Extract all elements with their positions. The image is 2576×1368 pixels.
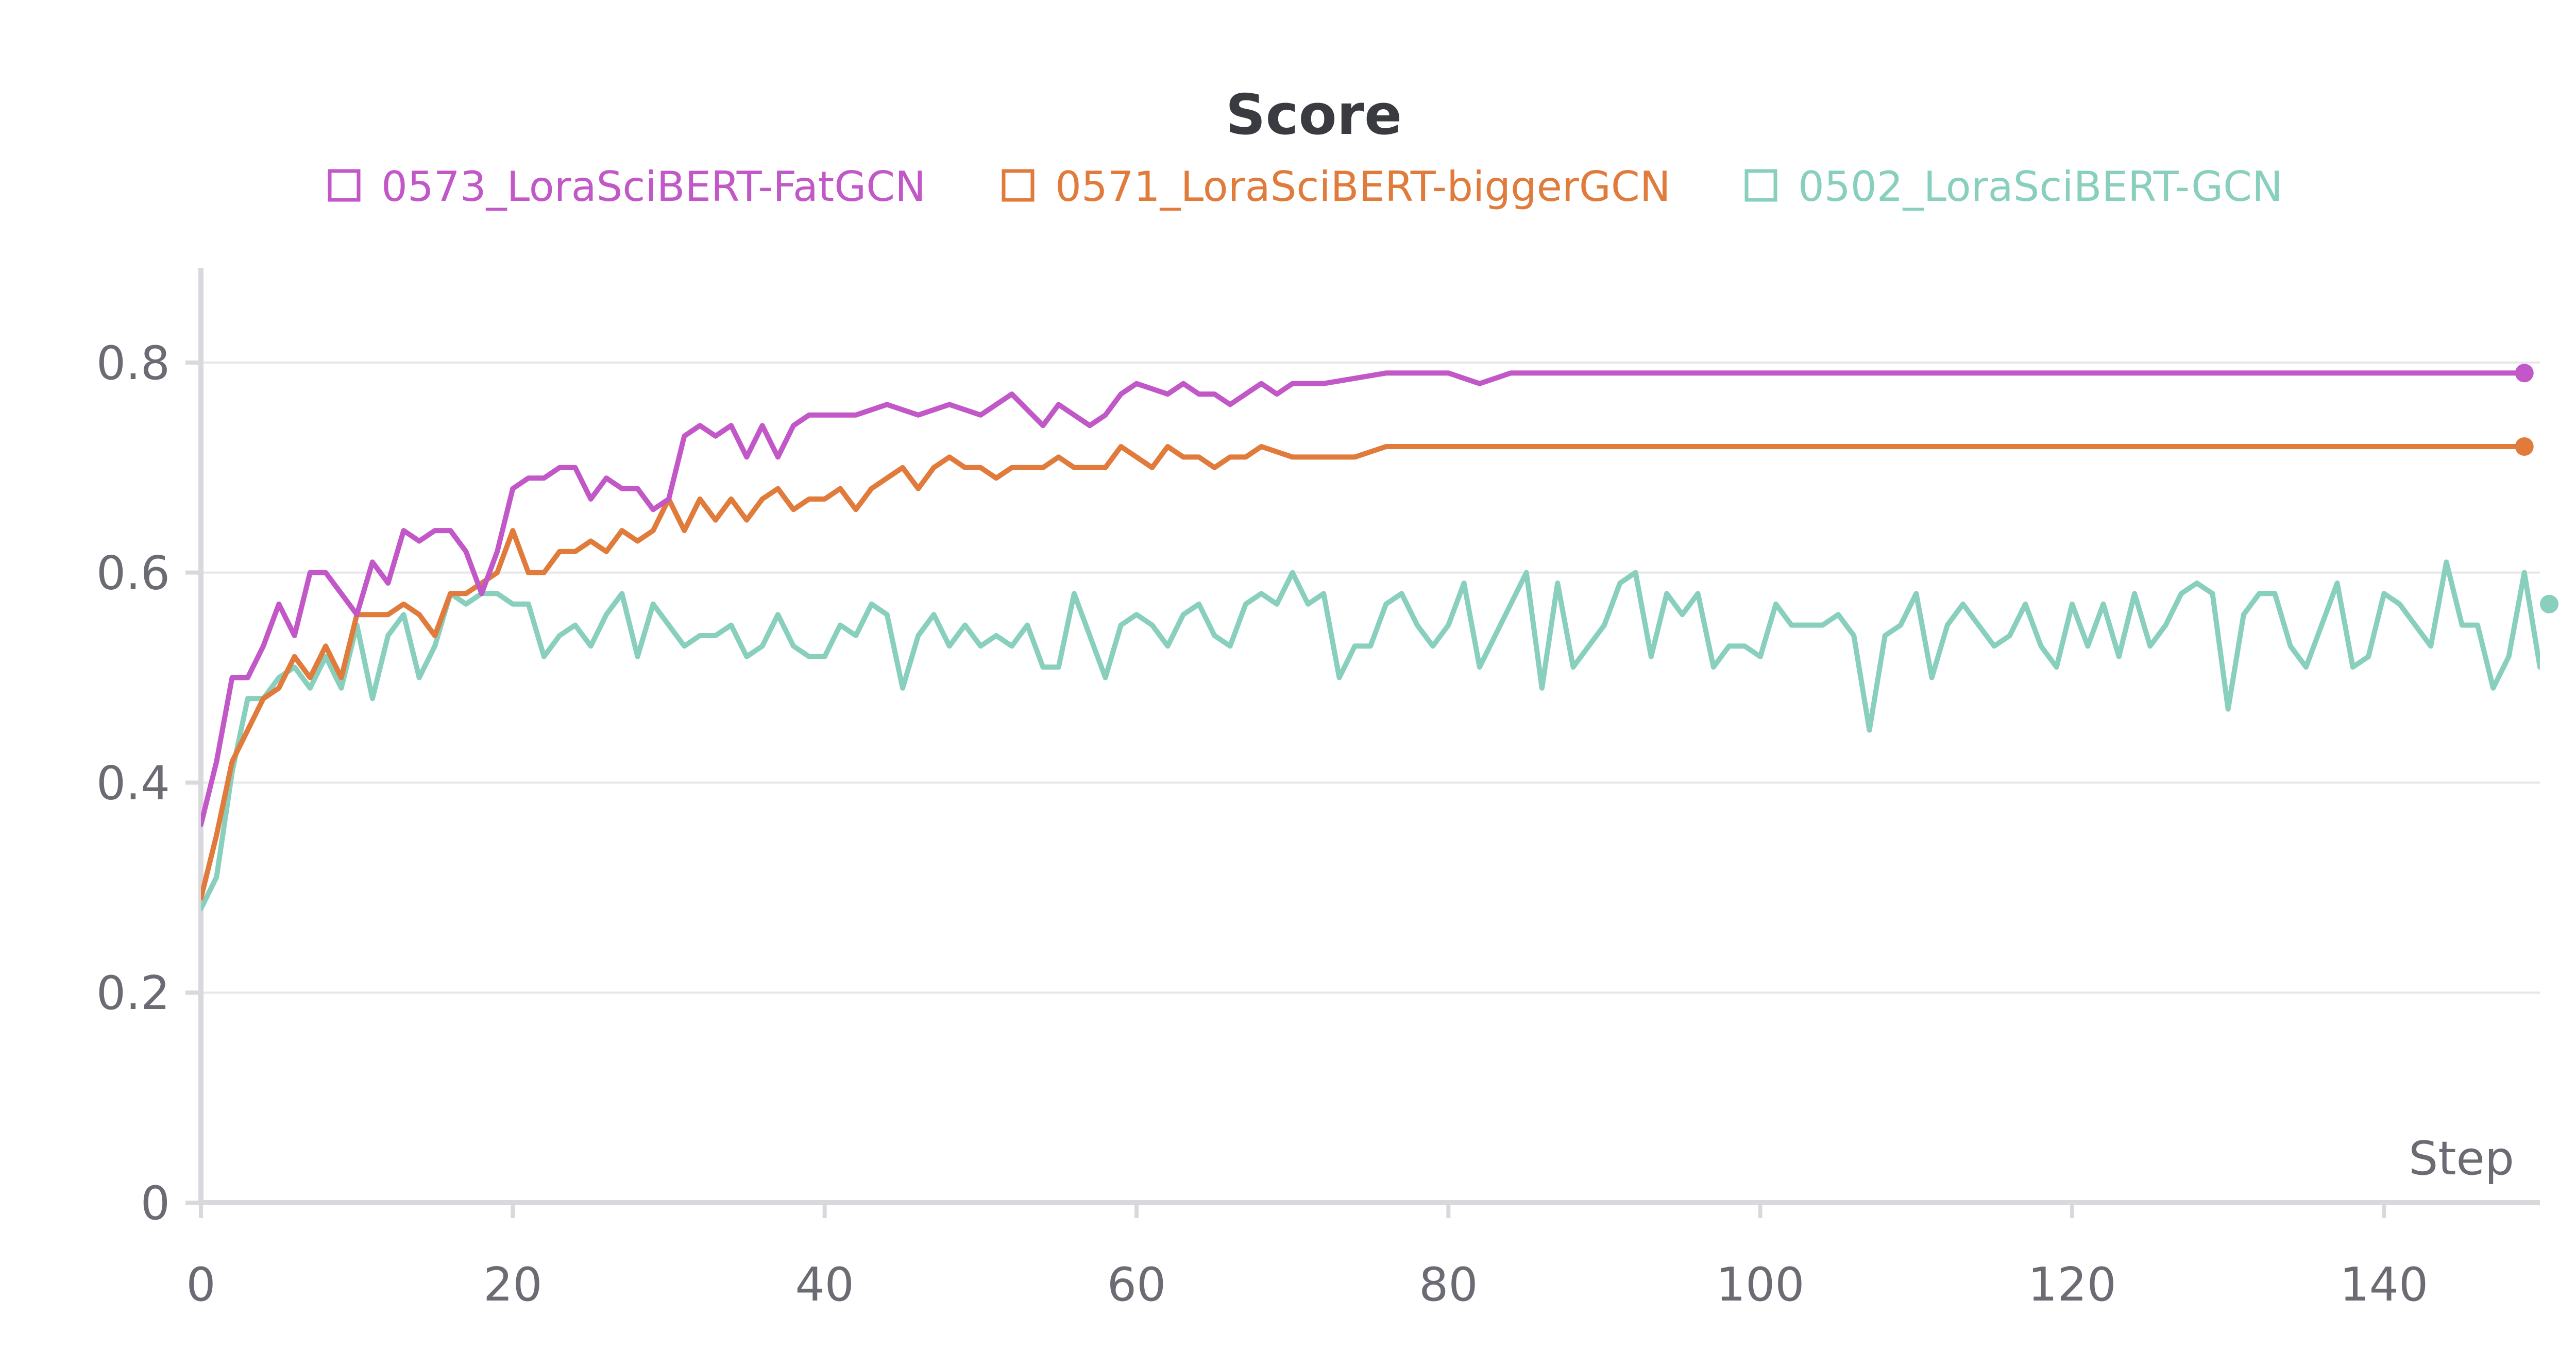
y-tick-label: 0.4 (96, 756, 170, 810)
x-tick-label: 140 (2340, 1258, 2428, 1312)
x-tick-label: 100 (1716, 1258, 1805, 1312)
series-line (201, 370, 2527, 827)
x-tick-label: 60 (1107, 1258, 1166, 1312)
series-end-marker (2540, 594, 2558, 613)
y-tick-label: 0.2 (96, 966, 170, 1020)
gridlines (201, 361, 2540, 994)
y-tick-label: 0 (141, 1176, 170, 1230)
chart-title: Score (1226, 83, 1402, 147)
legend: 0573_LoraSciBERT-FatGCN 0571_LoraSciBERT-… (328, 163, 2283, 211)
series-line (201, 559, 2540, 912)
tick-labels: 0 0.2 0.4 0.6 0.8 0 20 40 60 80 100 120 140 (96, 336, 2428, 1312)
legend-swatch (328, 169, 361, 202)
x-tick-label: 80 (1419, 1258, 1478, 1312)
series-lines (201, 370, 2540, 912)
series-end-marker (2515, 364, 2534, 383)
end-markers (2515, 364, 2558, 613)
legend-entry: 0571_LoraSciBERT-biggerGCN (1055, 163, 1671, 211)
legend-entry: 0502_LoraSciBERT-GCN (1798, 163, 2283, 211)
series-line (201, 444, 2527, 901)
axes (198, 268, 2540, 1205)
x-tick-label: 120 (2028, 1258, 2116, 1312)
x-axis-label: Step (2409, 1132, 2514, 1186)
legend-entry: 0573_LoraSciBERT-FatGCN (381, 163, 926, 211)
y-tick-label: 0.8 (96, 336, 170, 390)
y-tick-label: 0.6 (96, 546, 170, 601)
series-end-marker (2515, 437, 2534, 456)
legend-swatch (1744, 169, 1777, 202)
x-tick-label: 20 (483, 1258, 543, 1312)
x-tick-label: 40 (795, 1258, 854, 1312)
legend-swatch (1002, 169, 1035, 202)
x-tick-label: 0 (186, 1258, 215, 1312)
